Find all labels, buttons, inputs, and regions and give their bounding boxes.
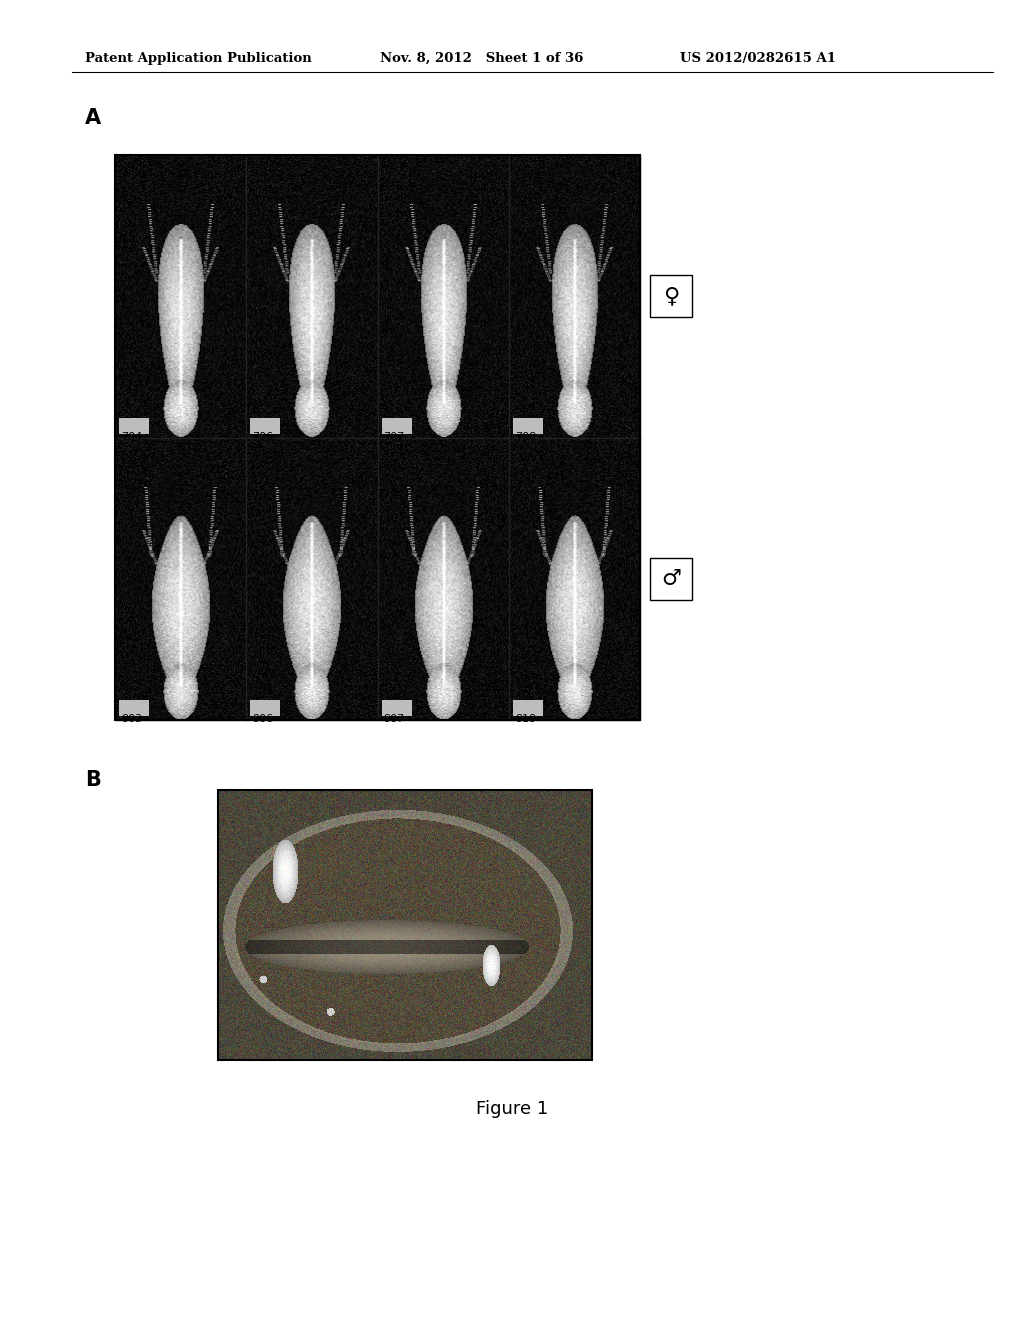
Text: 906: 906 bbox=[252, 714, 273, 723]
Text: Patent Application Publication: Patent Application Publication bbox=[85, 51, 311, 65]
Text: US 2012/0282615 A1: US 2012/0282615 A1 bbox=[680, 51, 836, 65]
Bar bbox=[119, 417, 150, 433]
Bar bbox=[382, 700, 412, 715]
Bar bbox=[119, 700, 150, 715]
Bar bbox=[513, 700, 543, 715]
Text: 708: 708 bbox=[515, 432, 536, 441]
Text: B: B bbox=[85, 770, 101, 789]
Bar bbox=[218, 789, 592, 1060]
Text: ♂: ♂ bbox=[662, 569, 681, 589]
Bar bbox=[115, 154, 640, 719]
Bar bbox=[513, 417, 543, 433]
Bar bbox=[115, 154, 640, 719]
Bar bbox=[650, 276, 692, 317]
Bar bbox=[650, 558, 692, 599]
Text: 907: 907 bbox=[384, 714, 404, 723]
Text: 707: 707 bbox=[384, 432, 404, 441]
Bar bbox=[250, 700, 281, 715]
Text: A: A bbox=[85, 108, 101, 128]
Text: 903: 903 bbox=[121, 714, 142, 723]
Bar bbox=[250, 417, 281, 433]
Text: 706: 706 bbox=[252, 432, 273, 441]
Text: 704: 704 bbox=[121, 432, 142, 441]
Text: 919: 919 bbox=[515, 714, 536, 723]
Text: Figure 1: Figure 1 bbox=[476, 1100, 548, 1118]
Text: Nov. 8, 2012   Sheet 1 of 36: Nov. 8, 2012 Sheet 1 of 36 bbox=[380, 51, 584, 65]
Bar bbox=[382, 417, 412, 433]
Text: ♀: ♀ bbox=[663, 286, 679, 306]
